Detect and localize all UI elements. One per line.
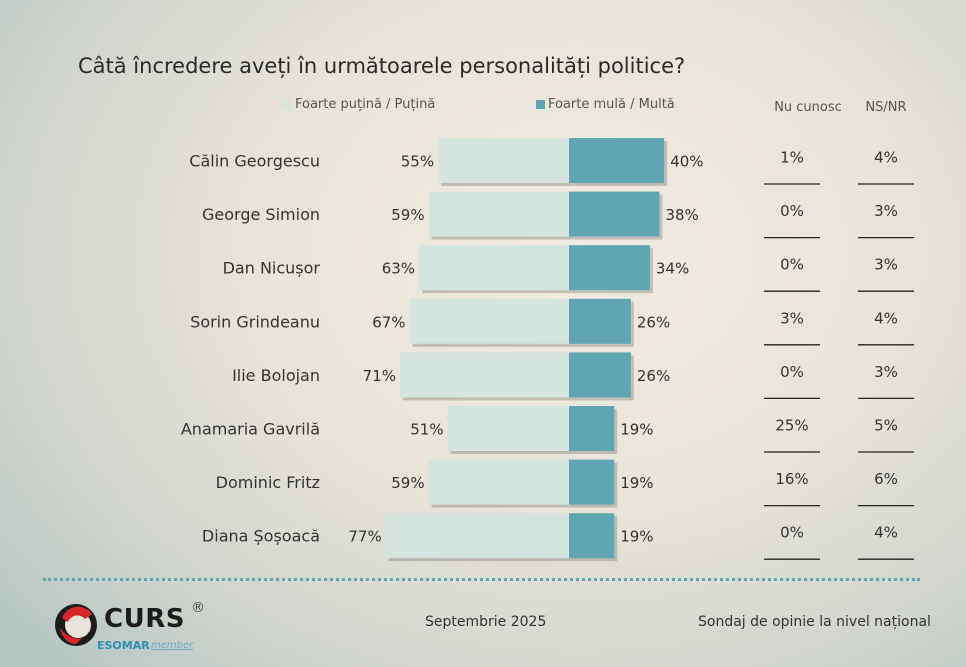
footer-date: Septembrie 2025	[425, 614, 547, 630]
bar-high	[569, 459, 615, 505]
bar-high	[569, 352, 631, 398]
category-label: George Simion	[202, 205, 320, 224]
data-label-high: 26%	[637, 367, 670, 385]
data-label-low: 59%	[391, 206, 424, 224]
footer-survey-label: Sondaj de opinie la nivel național	[698, 614, 931, 630]
nsnr-value: 3%	[874, 202, 898, 220]
nsnr-value: 6%	[874, 470, 898, 488]
bar-high	[569, 138, 665, 183]
data-label-high: 19%	[620, 474, 653, 492]
legend-label-high: Foarte mulă / Multă	[548, 97, 675, 112]
category-label: Sorin Grindeanu	[190, 312, 320, 331]
data-label-high: 26%	[637, 313, 670, 331]
category-label: Călin Georgescu	[189, 152, 320, 171]
unknown-value: 16%	[775, 470, 808, 488]
bar-low	[428, 459, 569, 505]
bar-low	[428, 191, 569, 237]
bar-low	[409, 298, 569, 344]
category-label: Anamaria Gavrilă	[181, 420, 320, 439]
column-header-unknown: Nu cunosc	[774, 100, 842, 115]
data-label-high: 19%	[620, 421, 653, 439]
nsnr-value: 3%	[874, 256, 898, 274]
unknown-value: 0%	[780, 524, 804, 542]
bar-high	[569, 245, 650, 291]
data-label-low: 55%	[401, 153, 434, 171]
category-label: Dominic Fritz	[216, 473, 320, 492]
legend-item-low: Foarte puțină / Puțină	[283, 97, 435, 112]
unknown-value: 0%	[780, 363, 804, 381]
legend-swatch-low	[283, 100, 292, 109]
chart-title: Câtă încredere aveți în următoarele pers…	[78, 54, 686, 78]
bar-low	[438, 138, 569, 183]
data-label-low: 51%	[410, 421, 443, 439]
unknown-value: 0%	[780, 202, 804, 220]
logo-registered-mark: ®	[191, 600, 205, 616]
data-label-high: 19%	[620, 528, 653, 546]
nsnr-value: 4%	[874, 524, 898, 542]
unknown-value: 3%	[780, 309, 804, 327]
data-label-high: 38%	[665, 206, 698, 224]
nsnr-value: 3%	[874, 363, 898, 381]
data-label-high: 40%	[670, 153, 703, 171]
nsnr-value: 4%	[874, 309, 898, 327]
unknown-value: 25%	[775, 417, 808, 435]
bar-high	[569, 191, 660, 237]
bar-low	[400, 352, 569, 398]
category-label: Dan Nicușor	[223, 259, 321, 278]
bar-high	[569, 298, 631, 344]
legend-label-low: Foarte puțină / Puțină	[295, 97, 436, 112]
curs-logo-icon	[55, 604, 97, 646]
bar-low	[447, 406, 569, 451]
category-label: Diana Șoșoacă	[202, 527, 320, 546]
data-label-low: 77%	[348, 528, 381, 546]
data-label-high: 34%	[656, 260, 689, 278]
bar-high	[569, 513, 615, 559]
nsnr-value: 5%	[874, 417, 898, 435]
footer-divider	[43, 578, 920, 581]
data-label-low: 71%	[363, 367, 396, 385]
column-header-nsnr: NS/NR	[865, 100, 907, 115]
unknown-value: 0%	[780, 256, 804, 274]
logo-member-text: member	[151, 640, 194, 651]
logo-brand-text: CURS	[104, 604, 185, 634]
data-label-low: 67%	[372, 313, 405, 331]
data-label-low: 59%	[391, 474, 424, 492]
bar-low	[419, 245, 569, 291]
legend-swatch-high	[536, 100, 545, 109]
logo-esomar-text: ESOMAR	[97, 639, 150, 652]
legend-item-high: Foarte mulă / Multă	[536, 97, 675, 112]
category-label: Ilie Bolojan	[232, 366, 320, 385]
bar-low	[385, 513, 569, 559]
data-label-low: 63%	[382, 260, 415, 278]
unknown-value: 1%	[780, 149, 804, 167]
nsnr-value: 4%	[874, 149, 898, 167]
bar-high	[569, 406, 615, 451]
diverging-bar-chart: Călin Georgescu 55% 40% 1% 4% George Simion 59…	[181, 138, 914, 562]
